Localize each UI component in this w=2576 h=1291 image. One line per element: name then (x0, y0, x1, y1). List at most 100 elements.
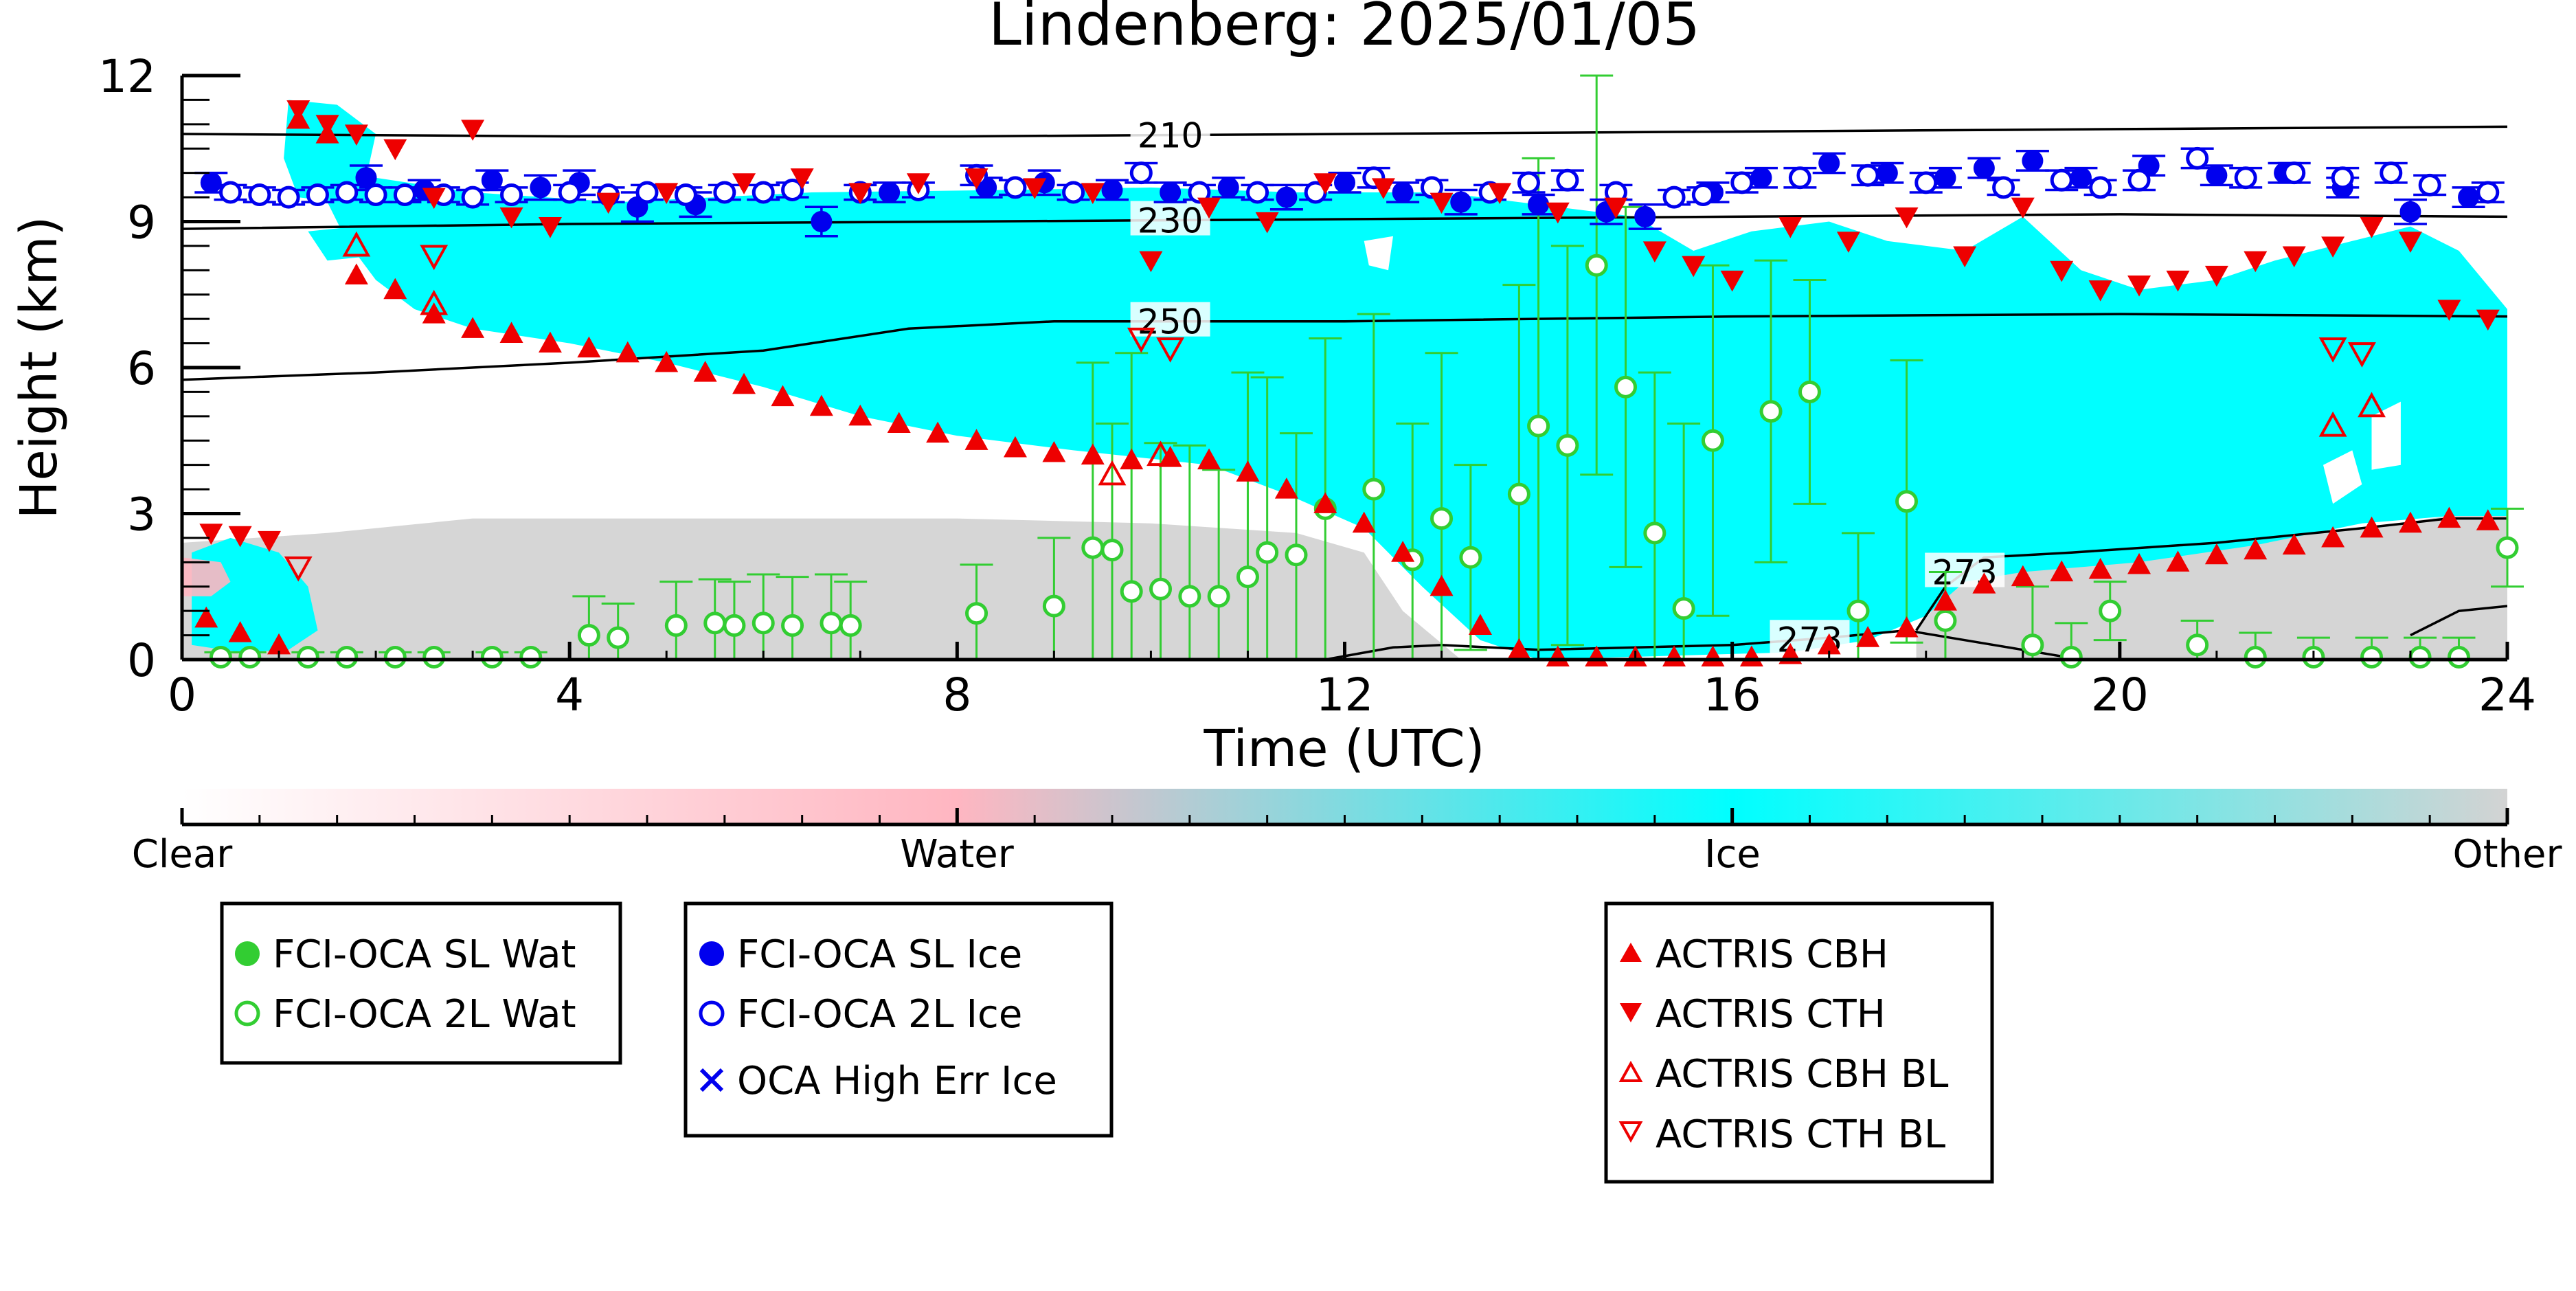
data-point-actris-cth (422, 188, 446, 210)
data-point-actris-cbh (964, 429, 988, 450)
data-point-actris-cbh (2282, 533, 2306, 555)
legend-marker-high-err-ice (699, 1068, 724, 1092)
isotherm-line (182, 125, 2507, 138)
clear-gap-1 (1364, 236, 1393, 271)
data-point-fci-oca-2l-ice (335, 181, 359, 204)
data-point-actris-cth (964, 168, 988, 190)
data-point-fci-oca-2l-ice (393, 183, 416, 207)
data-point-fci-oca-2l-wat (1614, 375, 1638, 398)
data-point-actris-cth (1488, 183, 1512, 204)
data-point-fci-oca-sl-ice (1973, 157, 1995, 179)
data-point-fci-oca-2l-wat (839, 614, 862, 637)
data-point-fci-oca-2l-wat (1362, 478, 1386, 501)
data-point-fci-oca-sl-ice (530, 177, 552, 199)
data-point-fci-oca-sl-ice (1750, 167, 1772, 189)
data-point-fci-oca-2l-ice (219, 181, 242, 204)
ice-region-main (327, 158, 2507, 660)
data-point-actris-cth (2437, 300, 2461, 321)
data-point-actris-cbh (2437, 506, 2461, 528)
data-point-actris-cth (596, 192, 620, 214)
data-point-actris-cbh (2244, 538, 2268, 560)
data-point-actris-cth (732, 173, 756, 194)
data-point-fci-oca-sl-ice (1392, 181, 1414, 203)
data-point-actris-cbh-bl (1146, 440, 1175, 467)
data-point-actris-cbh (2011, 565, 2035, 587)
data-point-actris-cth (906, 173, 930, 194)
data-point-actris-cth (1546, 202, 1570, 224)
ice-region-low-left (192, 537, 318, 653)
data-point-fci-oca-2l-wat (480, 645, 504, 669)
clear-gap-2 (2323, 450, 2362, 504)
data-point-actris-cth (257, 530, 281, 552)
data-point-fci-oca-2l-wat (335, 645, 359, 669)
legend-label-2l-ice: FCI-OCA 2L Ice (737, 992, 1022, 1037)
data-point-fci-oca-2l-ice (1788, 166, 1811, 190)
x-tick-label: 20 (2091, 669, 2149, 721)
data-point-actris-cth (2244, 251, 2268, 273)
data-point-fci-oca-sl-ice (1818, 153, 1840, 174)
data-point-actris-cth (2476, 309, 2500, 331)
data-point-actris-cbh (2476, 509, 2500, 530)
data-point-fci-oca-2l-ice (2186, 146, 2209, 170)
data-point-fci-oca-2l-wat (820, 611, 843, 635)
data-point-actris-cth (1255, 212, 1279, 234)
data-point-actris-cth (1023, 178, 1047, 199)
data-point-actris-cth-bl (1127, 327, 1155, 353)
series-actris-cth (199, 100, 2500, 552)
classification-colorbar: Clear Water Ice Other (132, 789, 2562, 877)
data-point-fci-oca-2l-ice (1992, 176, 2015, 199)
legend-marker-cbh-bl (1618, 1060, 1643, 1082)
data-point-fci-oca-2l-ice (1517, 171, 1540, 194)
data-point-actris-cth (1778, 216, 1803, 238)
isotherm-label: 250 (1138, 302, 1203, 342)
data-point-actris-cbh (577, 336, 601, 358)
x-tick-label: 4 (555, 669, 584, 721)
data-point-actris-cth (2127, 275, 2151, 297)
data-point-actris-cbh (1003, 436, 1027, 458)
data-point-fci-oca-2l-wat (2447, 645, 2470, 669)
data-point-fci-oca-2l-ice (1129, 161, 1153, 185)
series-fci-oca-2l-ice (214, 146, 2505, 209)
legend-marker-sl-ice (699, 941, 724, 966)
data-point-actris-cth (1642, 241, 1667, 262)
data-point-fci-oca-2l-ice (364, 183, 387, 207)
isotherm-label-backdrop (1130, 201, 1210, 236)
data-point-fci-oca-2l-wat (1643, 521, 1667, 545)
data-point-actris-cth (383, 139, 407, 161)
data-point-fci-oca-sl-ice (1160, 181, 1182, 203)
data-point-fci-oca-2l-wat (1527, 414, 1550, 438)
data-point-fci-oca-2l-wat (383, 645, 407, 669)
data-point-fci-oca-2l-wat (1895, 490, 1919, 513)
data-point-actris-cbh-bl (2318, 411, 2347, 437)
data-point-fci-oca-2l-wat (723, 614, 746, 637)
data-point-actris-cbh (1468, 614, 1492, 636)
data-point-fci-oca-2l-ice (558, 181, 581, 204)
data-point-fci-oca-sl-ice (2399, 201, 2421, 223)
data-point-fci-oca-2l-ice (2418, 173, 2441, 197)
data-point-actris-cbh (732, 372, 756, 394)
data-point-actris-cbh (1042, 440, 1066, 462)
data-point-fci-oca-2l-wat (1846, 599, 1870, 622)
legend-box-ice (683, 901, 1114, 1138)
data-point-fci-oca-2l-ice (2089, 176, 2112, 199)
data-point-fci-oca-2l-ice (2331, 166, 2354, 190)
x-tick-label: 12 (1316, 669, 1374, 721)
legend: FCI-OCA SL Wat FCI-OCA 2L Wat FCI-OCA SL… (220, 901, 1994, 1184)
data-point-actris-cbh (926, 421, 950, 443)
data-point-actris-cbh (1236, 460, 1260, 482)
isotherm-label-backdrop (1130, 115, 1210, 150)
data-point-actris-cth (1953, 246, 1977, 268)
series-actris-cbh (194, 107, 2500, 667)
data-point-actris-cth (2166, 270, 2190, 292)
data-point-actris-cbh (2050, 560, 2074, 582)
data-point-actris-cbh (1352, 511, 1376, 533)
data-point-actris-cbh (2088, 557, 2112, 579)
y-tick-label: 12 (98, 50, 156, 103)
data-point-fci-oca-2l-wat (2186, 633, 2209, 657)
chart-title: Lindenberg: 2025/01/05 (988, 0, 1700, 59)
data-point-fci-oca-2l-wat (519, 645, 543, 669)
data-point-actris-cbh (538, 331, 562, 353)
data-point-actris-cbh (2398, 511, 2422, 533)
data-point-actris-cth (1430, 192, 1454, 214)
